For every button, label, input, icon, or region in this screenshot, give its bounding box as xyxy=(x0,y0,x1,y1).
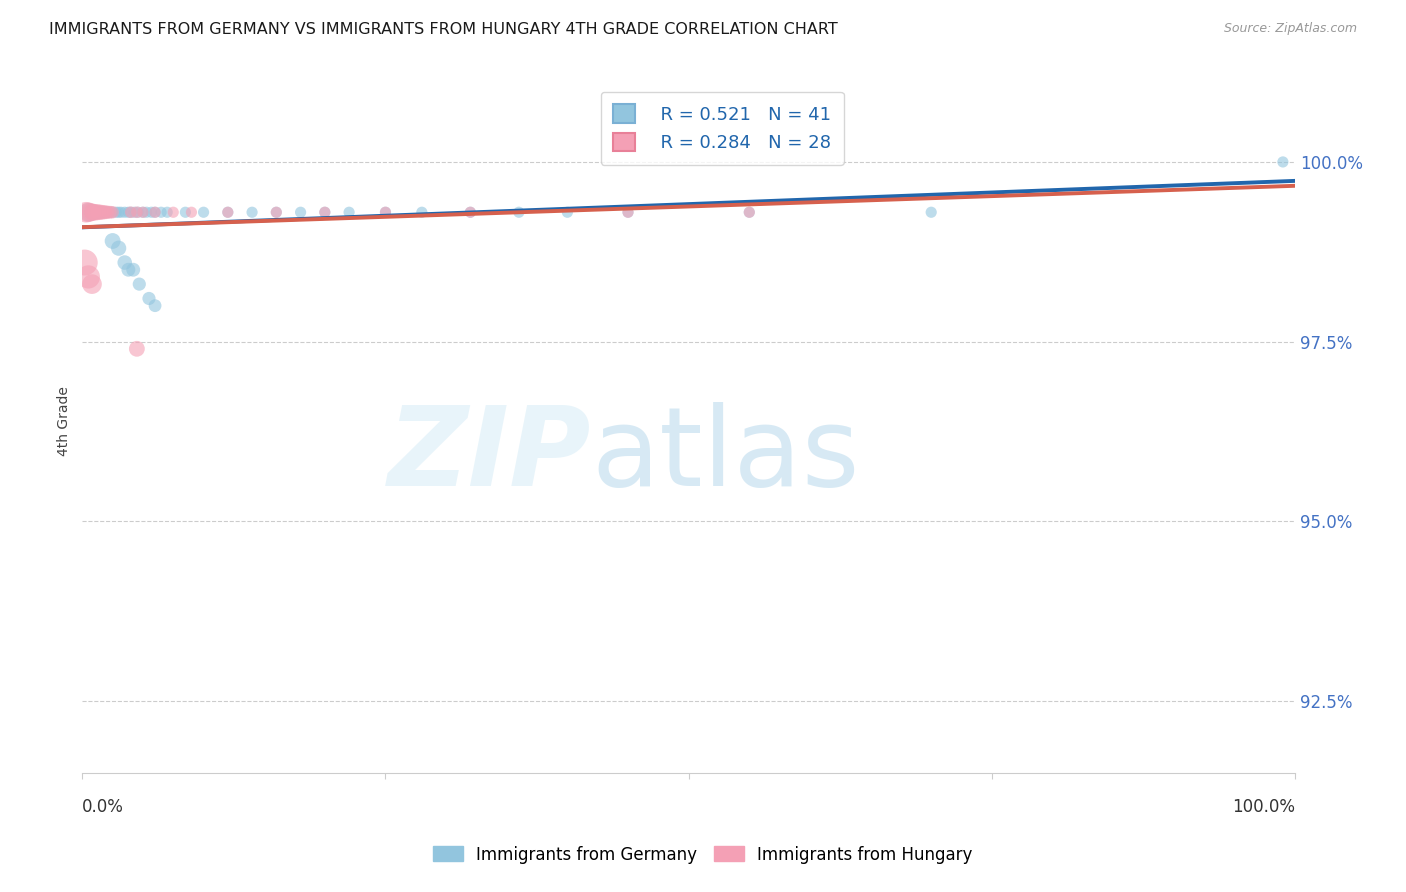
Text: 100.0%: 100.0% xyxy=(1232,797,1295,815)
Point xyxy=(920,205,942,219)
Point xyxy=(75,205,97,219)
Point xyxy=(77,269,100,284)
Point xyxy=(84,205,107,219)
Point xyxy=(738,205,761,219)
Point xyxy=(217,205,239,219)
Point xyxy=(86,205,108,219)
Text: Source: ZipAtlas.com: Source: ZipAtlas.com xyxy=(1223,22,1357,36)
Point xyxy=(110,205,132,219)
Point xyxy=(101,205,124,219)
Point xyxy=(314,205,336,219)
Point xyxy=(80,205,103,219)
Point xyxy=(114,255,136,269)
Point xyxy=(290,205,312,219)
Point xyxy=(217,205,239,219)
Point xyxy=(143,205,166,219)
Point xyxy=(193,205,215,219)
Legend:   R = 0.521   N = 41,   R = 0.284   N = 28: R = 0.521 N = 41, R = 0.284 N = 28 xyxy=(600,92,844,165)
Point xyxy=(557,205,579,219)
Point xyxy=(114,205,136,219)
Point xyxy=(314,205,336,219)
Point xyxy=(94,205,117,219)
Y-axis label: 4th Grade: 4th Grade xyxy=(58,385,72,456)
Legend: Immigrants from Germany, Immigrants from Hungary: Immigrants from Germany, Immigrants from… xyxy=(426,839,980,871)
Point xyxy=(174,205,197,219)
Point xyxy=(132,205,155,219)
Point xyxy=(374,205,396,219)
Text: ZIP: ZIP xyxy=(388,402,592,509)
Point xyxy=(98,205,121,219)
Point xyxy=(127,205,149,219)
Point xyxy=(266,205,288,219)
Point xyxy=(125,205,148,219)
Point xyxy=(117,262,139,277)
Point xyxy=(240,205,263,219)
Point xyxy=(374,205,396,219)
Point xyxy=(101,205,124,219)
Point xyxy=(162,205,184,219)
Point xyxy=(132,205,155,219)
Point xyxy=(143,205,166,219)
Point xyxy=(97,205,120,219)
Point xyxy=(89,205,111,219)
Point xyxy=(93,205,115,219)
Point xyxy=(460,205,482,219)
Point xyxy=(138,292,160,306)
Point xyxy=(411,205,433,219)
Point xyxy=(120,205,142,219)
Point xyxy=(125,342,148,356)
Point xyxy=(87,205,110,219)
Point xyxy=(617,205,640,219)
Point xyxy=(117,205,139,219)
Point xyxy=(96,205,118,219)
Point xyxy=(98,205,121,219)
Point xyxy=(150,205,173,219)
Point xyxy=(122,262,145,277)
Point xyxy=(107,241,129,255)
Point xyxy=(82,205,104,219)
Point xyxy=(508,205,530,219)
Point xyxy=(105,205,128,219)
Point xyxy=(128,277,150,292)
Text: 0.0%: 0.0% xyxy=(83,797,124,815)
Point xyxy=(120,205,142,219)
Point xyxy=(124,205,146,219)
Point xyxy=(180,205,202,219)
Point xyxy=(143,299,166,313)
Point xyxy=(73,255,96,269)
Point xyxy=(337,205,360,219)
Point xyxy=(738,205,761,219)
Point xyxy=(135,205,157,219)
Text: IMMIGRANTS FROM GERMANY VS IMMIGRANTS FROM HUNGARY 4TH GRADE CORRELATION CHART: IMMIGRANTS FROM GERMANY VS IMMIGRANTS FR… xyxy=(49,22,838,37)
Point xyxy=(107,205,129,219)
Point xyxy=(1271,155,1294,169)
Point xyxy=(91,205,114,219)
Point xyxy=(83,205,105,219)
Point xyxy=(156,205,179,219)
Point xyxy=(80,205,103,219)
Point xyxy=(80,277,103,292)
Point xyxy=(89,205,111,219)
Point xyxy=(77,205,100,219)
Point xyxy=(617,205,640,219)
Point xyxy=(77,205,100,219)
Point xyxy=(460,205,482,219)
Point xyxy=(266,205,288,219)
Point xyxy=(101,234,124,248)
Text: atlas: atlas xyxy=(592,402,860,509)
Point xyxy=(141,205,163,219)
Point xyxy=(90,205,112,219)
